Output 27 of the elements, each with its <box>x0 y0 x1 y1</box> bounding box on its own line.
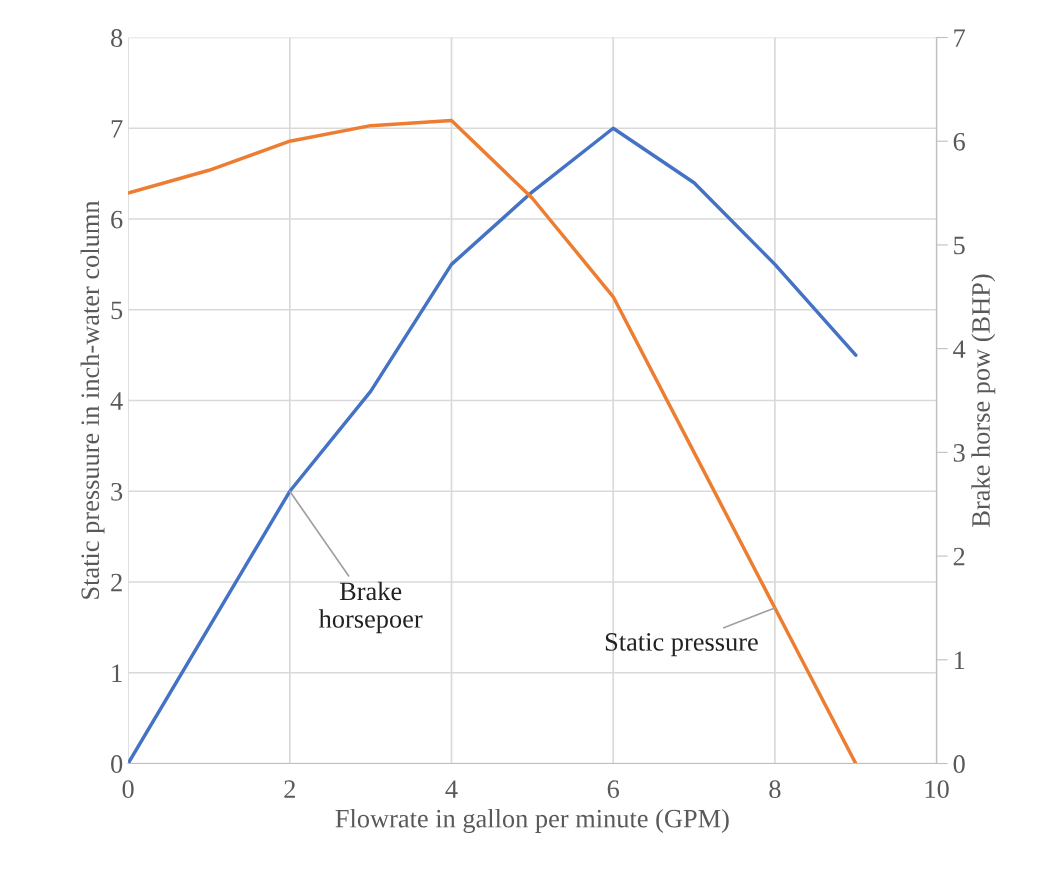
y-tick-label: 4 <box>110 392 123 410</box>
y2-tick-label: 1 <box>954 651 965 669</box>
y2-tick-label: 5 <box>954 236 965 255</box>
x-tick-label: 10 <box>925 780 949 799</box>
y2-tick-label: 0 <box>953 755 965 773</box>
y2-axis-title: Brake horse pow (BHP) <box>971 274 996 527</box>
x-tick-label: 2 <box>284 780 295 798</box>
y-tick-label: 2 <box>111 573 122 592</box>
y-axis-title: Static pressuure in inch-water column <box>80 200 105 599</box>
y2-tick-label: 3 <box>953 444 965 462</box>
x-tick-label: 6 <box>607 780 620 799</box>
y-tick-label: 7 <box>111 120 123 138</box>
y2-tick-label: 2 <box>953 547 965 566</box>
y2-tick-label: 4 <box>953 340 966 358</box>
y-tick-label: 5 <box>111 301 123 320</box>
y2-tick-label: 6 <box>953 132 965 151</box>
x-tick-label: 4 <box>445 780 458 798</box>
text: Brake horsepoer <box>318 581 423 634</box>
y-tick-label: 8 <box>111 29 123 47</box>
series-label: Static pressure <box>605 633 758 657</box>
y2-tick-label: 7 <box>954 29 966 47</box>
y-tick-label: 3 <box>111 482 123 501</box>
x-axis-title: Flowrate in gallon per minute (GPM) <box>335 808 729 833</box>
x-tick-label: 8 <box>769 780 781 799</box>
y-tick-label: 6 <box>111 210 123 229</box>
y-tick-label: 1 <box>112 664 122 682</box>
y-tick-label: 0 <box>111 755 123 773</box>
